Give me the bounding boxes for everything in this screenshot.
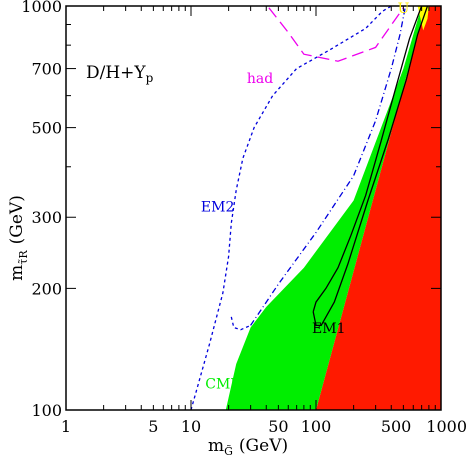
regions-layer: [225, 6, 441, 410]
y-axis-title-group: mτ̃R (GeV): [7, 195, 30, 281]
x-tick-label: 5: [148, 417, 158, 436]
x-tick-label: 50: [268, 417, 288, 436]
curve-EM2-lower: [230, 316, 251, 331]
plot-frame: [65, 5, 442, 411]
y-axis-title-main: m: [7, 265, 27, 281]
x-tick-label: 10: [181, 417, 201, 436]
y-tick-label: 300: [31, 208, 62, 227]
y-tick-label: 1000: [21, 0, 62, 16]
ticks-layer: [65, 5, 441, 411]
x-axis-title-unit: (GeV): [239, 436, 288, 456]
curve-EM2: [190, 6, 392, 410]
curves-layer: [190, 6, 429, 410]
region-red: [316, 6, 441, 410]
y-tick-label: 500: [31, 119, 62, 138]
labels-layer: 1 5 10 50 100 500 1000 100 200 300 500 700 1000 had EM…: [21, 0, 467, 436]
y-tick-label: 700: [31, 60, 62, 79]
annotation-had: had: [247, 71, 273, 87]
y-axis-title-sub: τ̃R: [17, 250, 30, 265]
x-tick-label: 500: [381, 417, 412, 436]
region-green: [225, 6, 426, 410]
x-axis-title-main: m: [208, 436, 224, 456]
y-axis-title-unit: (GeV): [7, 195, 27, 244]
annotation-em1: EM1: [312, 321, 345, 337]
x-tick-label: 1000: [426, 417, 467, 436]
x-axis-title: mG̃ (GeV): [208, 436, 288, 458]
x-axis-title-sub: G̃: [224, 445, 233, 458]
curve-EM1: [312, 6, 429, 327]
title-annotation: D/H+Yp: [86, 63, 154, 85]
y-tick-label: 100: [31, 401, 62, 420]
curve-had: [268, 7, 404, 62]
x-tick-label: 100: [301, 417, 332, 436]
annotation-cmb: CMB: [205, 377, 240, 393]
annotation-u: U: [398, 1, 410, 17]
annotation-em2: EM2: [201, 199, 234, 215]
curve-EM2-diag: [250, 6, 407, 326]
x-tick-label: 1: [61, 417, 71, 436]
y-tick-label: 200: [31, 279, 62, 298]
y-axis-title: mτ̃R (GeV): [7, 195, 30, 281]
